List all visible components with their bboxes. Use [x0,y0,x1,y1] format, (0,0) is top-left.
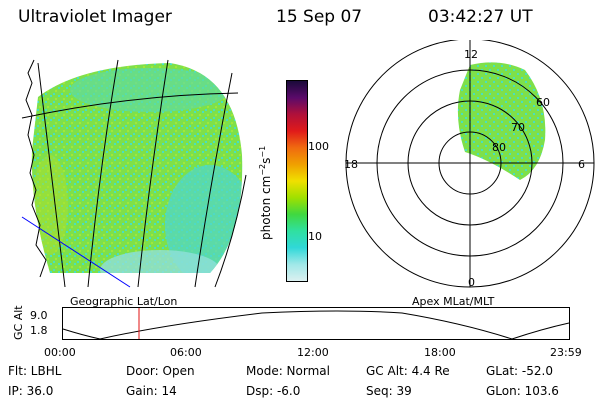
mlt-label-12: 12 [464,48,478,61]
info-glat: GLat: -52.0 [486,364,553,378]
altitude-xtick-2: 12:00 [297,346,329,359]
info-glon: GLon: 103.6 [486,384,559,398]
info-ip: IP: 36.0 [8,384,54,398]
info-mode: Mode: Normal [246,364,330,378]
image-date: 15 Sep 07 [276,7,363,27]
altitude-plot [62,307,570,340]
info-seq: Seq: 39 [366,384,412,398]
lat-label-80: 80 [492,141,506,154]
altitude-ytick-max: 9.0 [30,309,48,322]
altitude-xtick-3: 18:00 [424,346,456,359]
polar-plot [345,40,595,288]
mlt-label-6: 6 [578,158,585,171]
image-time: 03:42:27 UT [428,7,533,27]
altitude-xtick-1: 06:00 [170,346,202,359]
colorbar-tick-10: 10 [308,230,322,243]
geographic-caption: Geographic Lat/Lon [70,295,178,308]
geographic-image [21,59,247,288]
altitude-ylabel: GC Alt [12,305,25,340]
mlt-label-18: 18 [344,158,358,171]
polar-caption: Apex MLat/MLT [412,295,495,308]
colorbar-unit-label: photon cm−2s−1 [258,145,273,240]
info-gc-alt: GC Alt: 4.4 Re [366,364,450,378]
colorbar-tick-100: 100 [308,140,329,153]
app-title: Ultraviolet Imager [18,7,172,27]
mlt-label-0: 0 [468,276,475,289]
info-filter: Flt: LBHL [8,364,62,378]
lat-label-70: 70 [511,121,525,134]
lat-label-60: 60 [536,96,550,109]
info-door: Door: Open [126,364,195,378]
colorbar [286,80,308,282]
info-gain: Gain: 14 [126,384,177,398]
info-dsp: Dsp: -6.0 [246,384,301,398]
altitude-xtick-0: 00:00 [44,346,76,359]
altitude-ytick-min: 1.8 [30,324,48,337]
altitude-xtick-4: 23:59 [550,346,582,359]
